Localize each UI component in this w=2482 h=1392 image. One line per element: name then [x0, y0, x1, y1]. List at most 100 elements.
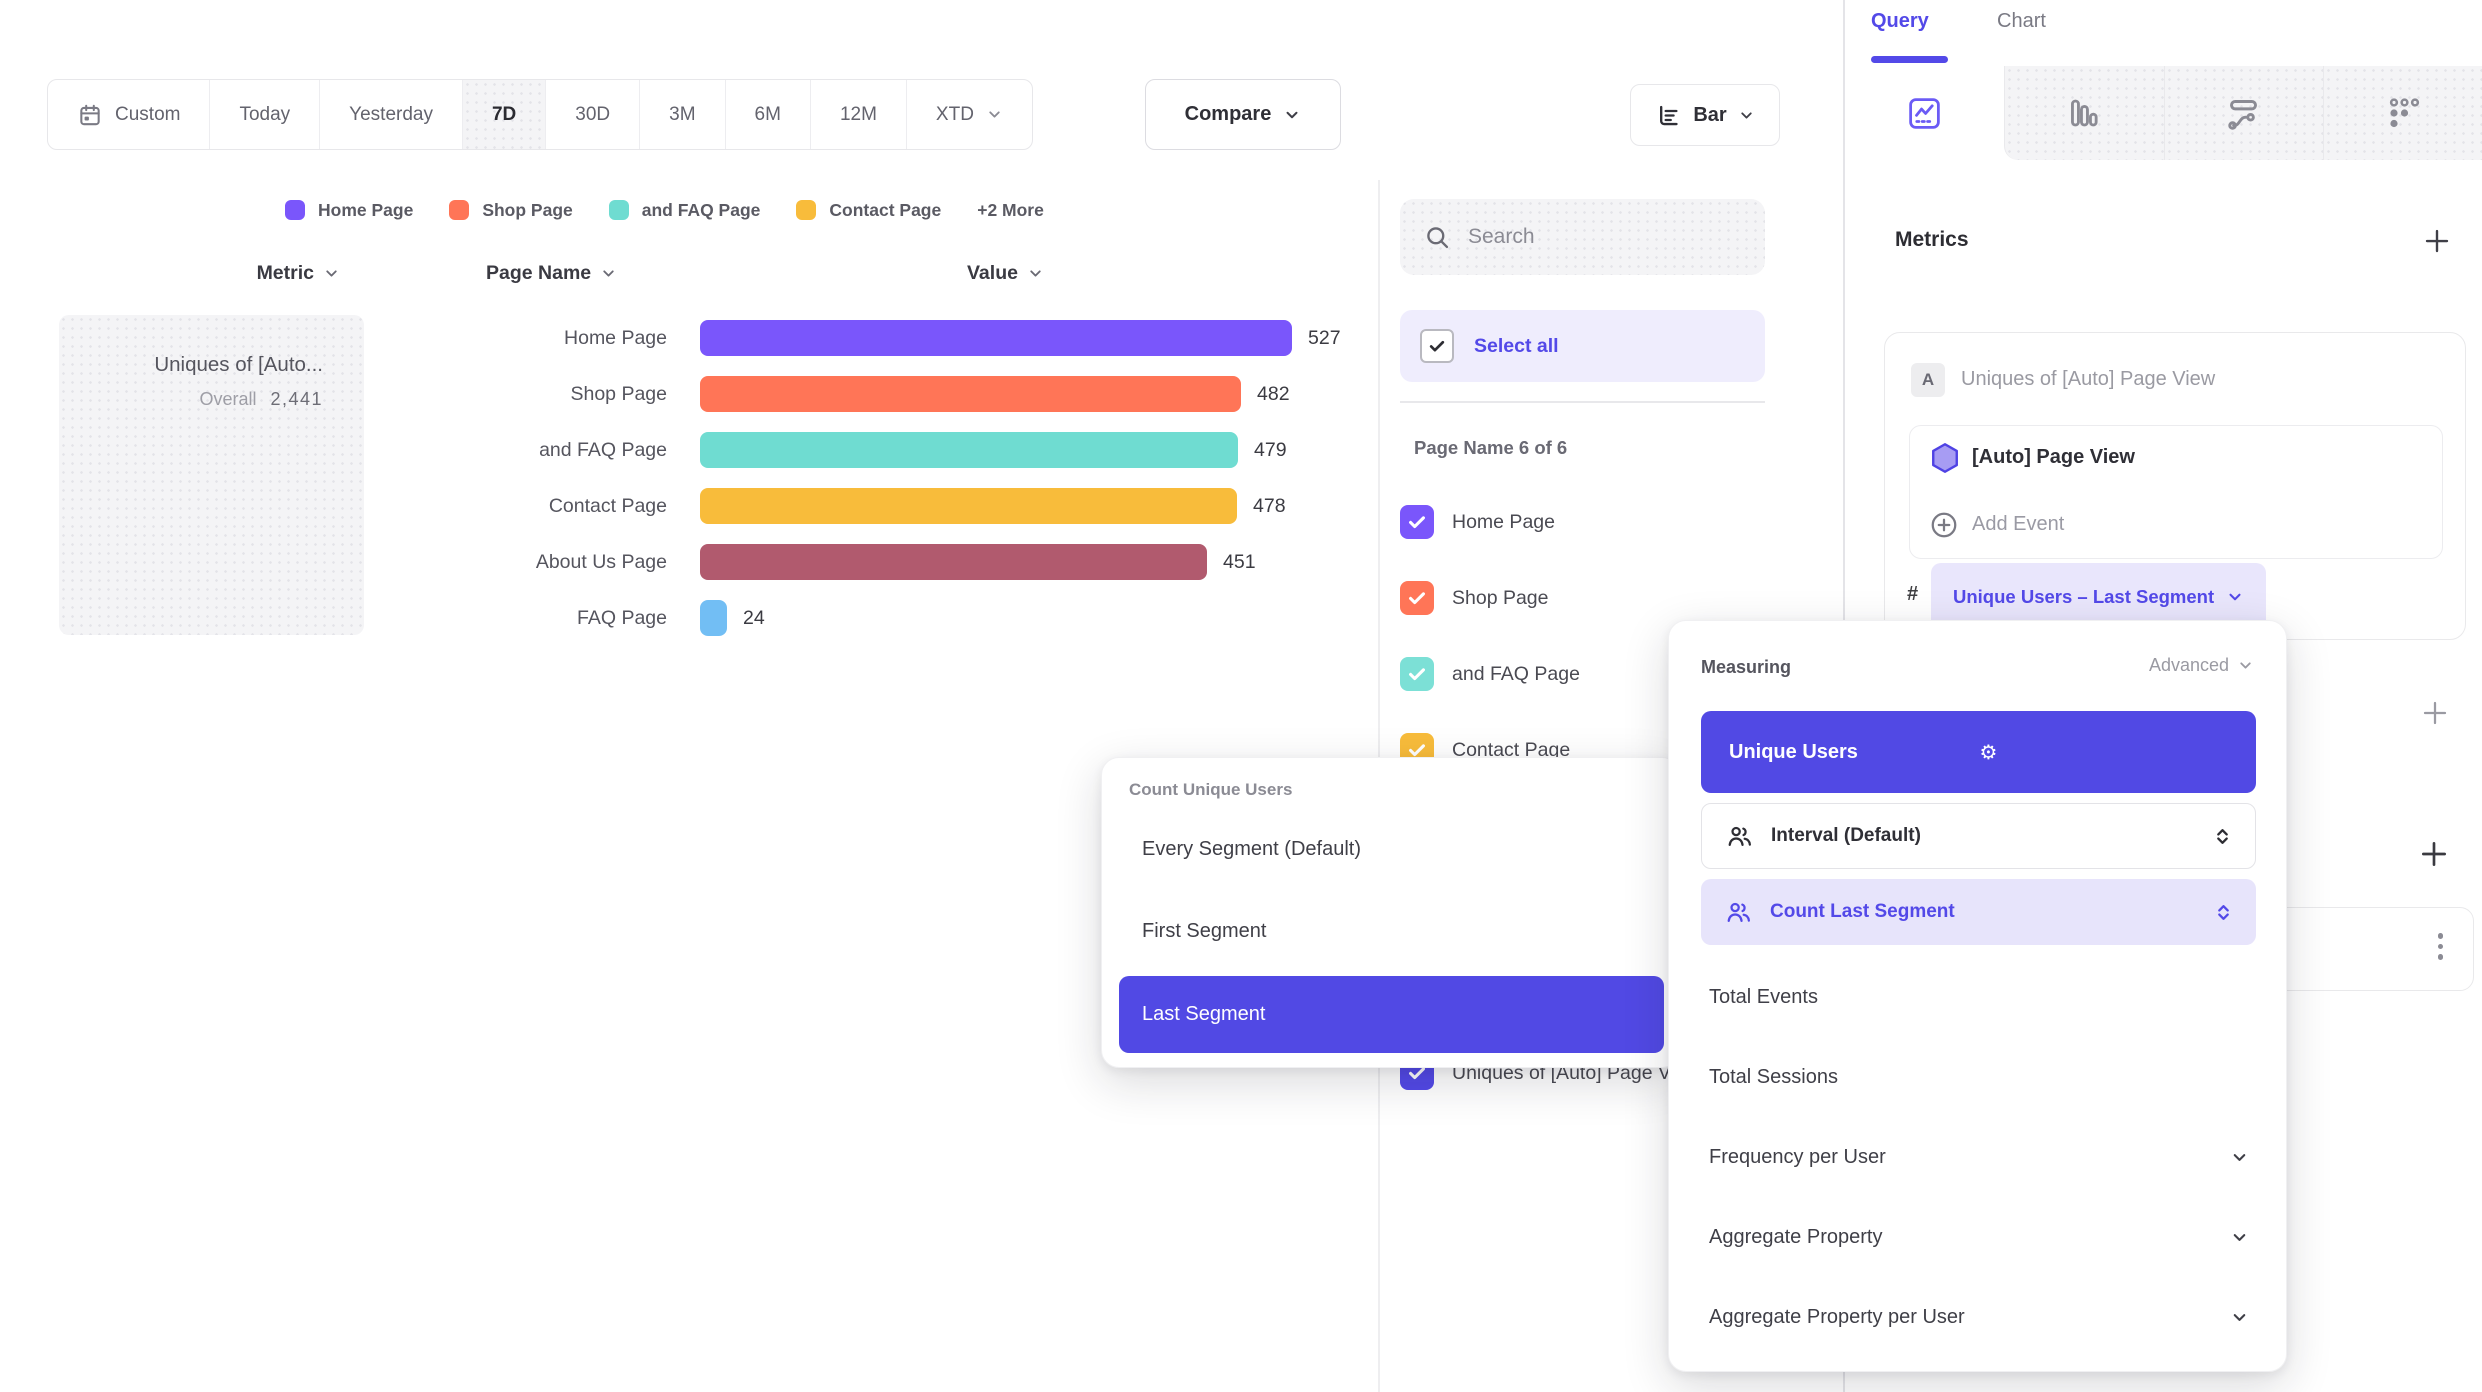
measuring-menu-item[interactable]: Total Sessions	[1709, 1066, 2249, 1089]
bar-segment[interactable]	[700, 488, 1237, 524]
date-range-6m[interactable]: 6M	[726, 80, 811, 149]
legend-item[interactable]: Contact Page	[796, 200, 941, 221]
date-range-label: 12M	[839, 103, 877, 125]
segment-checkbox-row[interactable]: Shop Page	[1400, 581, 1549, 615]
legend-swatch	[608, 200, 629, 220]
add-filter-button[interactable]	[2420, 698, 2450, 733]
bar-row-label: and FAQ Page	[539, 439, 667, 461]
funnels-icon	[2071, 99, 2098, 127]
metrics-section-title: Metrics	[1895, 228, 1969, 251]
chevron-down-icon	[2229, 593, 2241, 601]
checkbox-checked-icon[interactable]	[1400, 581, 1434, 615]
segment-section-label: Page Name 6 of 6	[1414, 437, 1568, 458]
tab-query[interactable]: Query	[1871, 10, 1929, 32]
compare-button[interactable]: Compare	[1145, 79, 1341, 150]
event-name[interactable]: [Auto] Page View	[1972, 446, 2135, 468]
count-menu-item[interactable]: First Segment	[1142, 920, 1267, 942]
checkbox-checked-icon[interactable]	[1400, 505, 1434, 539]
tab-chart[interactable]: Chart	[1997, 10, 2046, 32]
tab-funnels[interactable]	[2004, 66, 2164, 160]
search-input[interactable]: Search	[1400, 199, 1765, 275]
date-range-today[interactable]: Today	[210, 80, 321, 149]
plus-icon	[2423, 701, 2447, 725]
add-event-button[interactable]: Add Event	[1972, 513, 2065, 535]
chevron-down-icon	[989, 111, 1000, 118]
date-range-label: Today	[239, 103, 291, 125]
bar-segment[interactable]	[700, 600, 727, 636]
chevron-down-icon	[1286, 111, 1298, 118]
date-range-label: 6M	[754, 103, 781, 125]
date-range-yesterday[interactable]: Yesterday	[320, 80, 463, 149]
segment-checkbox-row[interactable]: Home Page	[1400, 505, 1555, 539]
date-range-3m[interactable]: 3M	[640, 80, 726, 149]
measuring-item-label: Aggregate Property	[1709, 1226, 1883, 1248]
date-range-30d[interactable]: 30D	[546, 80, 641, 149]
check-icon	[1409, 516, 1425, 529]
measurement-dropdown[interactable]: Unique Users – Last Segment	[1931, 563, 2267, 631]
check-icon	[1409, 592, 1425, 605]
chevron-down-icon	[2233, 1154, 2246, 1161]
metric-summary-card[interactable]: Uniques of [Auto... Overall 2,441	[59, 315, 364, 635]
measuring-item-label: Total Events	[1709, 986, 1818, 1008]
date-range-custom[interactable]: Custom	[48, 80, 211, 149]
segment-checkbox-row[interactable]: and FAQ Page	[1400, 657, 1580, 691]
stepper-icon	[2217, 828, 2228, 844]
gear-icon[interactable]: ⚙	[1979, 740, 1998, 764]
measuring-menu-item[interactable]: Frequency per User	[1709, 1146, 2249, 1169]
advanced-dropdown[interactable]: Advanced	[2149, 655, 2254, 676]
legend-more-button[interactable]: +2 More	[977, 199, 1044, 220]
column-header-metric[interactable]: Metric	[140, 262, 340, 285]
bar-value-label: 451	[1223, 551, 1256, 573]
bar-segment[interactable]	[700, 544, 1207, 580]
menu-item-unique-users[interactable]: Unique Users ⚙	[1701, 711, 2256, 793]
column-header-page-name[interactable]: Page Name	[486, 262, 617, 285]
tab-insights[interactable]	[1845, 66, 2005, 160]
date-range-xtd[interactable]: XTD	[907, 80, 1032, 149]
chevron-down-icon	[603, 270, 614, 277]
menu-item-interval[interactable]: Interval (Default)	[1701, 803, 2256, 869]
measuring-title: Measuring	[1701, 657, 1792, 677]
metric-summary-overall: Overall 2,441	[199, 389, 323, 409]
chart-type-select[interactable]: Bar	[1630, 84, 1780, 146]
legend-item[interactable]: Home Page	[285, 200, 413, 221]
report-type-tabs	[1845, 66, 2482, 160]
measuring-menu-item[interactable]: Aggregate Property per User	[1709, 1306, 2249, 1329]
kebab-menu-icon[interactable]	[2434, 929, 2448, 964]
add-metric-button[interactable]	[2422, 226, 2452, 261]
column-header-value[interactable]: Value	[967, 262, 1044, 285]
measuring-menu-item[interactable]: Aggregate Property	[1709, 1226, 2249, 1249]
event-selector-card: [Auto] Page View Add Event	[1909, 425, 2443, 559]
date-range-7d[interactable]: 7D	[462, 80, 547, 149]
date-range-group: Custom Today Yesterday 7D 30D 3M 6M 12M XTD	[47, 79, 1033, 150]
date-range-12m[interactable]: 12M	[811, 80, 907, 149]
add-breakdown-button[interactable]	[2418, 838, 2450, 875]
legend-swatch	[285, 200, 305, 220]
select-all-row[interactable]: Select all	[1400, 310, 1765, 382]
measurement-hash-prefix: #	[1907, 583, 1919, 605]
menu-item-count-last-segment[interactable]: Count Last Segment	[1701, 879, 2256, 945]
select-all-checkbox[interactable]	[1420, 329, 1454, 363]
legend-item[interactable]: and FAQ Page	[608, 200, 760, 221]
segment-label: Home Page	[1452, 510, 1555, 533]
legend-label: Shop Page	[482, 199, 573, 220]
bar-segment[interactable]	[700, 432, 1238, 468]
bar-segment[interactable]	[700, 376, 1241, 412]
date-range-label: 3M	[669, 103, 696, 125]
segment-label: Contact Page	[1452, 738, 1571, 761]
date-range-label: 7D	[491, 103, 517, 125]
bar-segment[interactable]	[700, 320, 1292, 356]
check-icon	[1409, 744, 1425, 757]
date-range-label: Yesterday	[349, 103, 433, 125]
checkbox-checked-icon[interactable]	[1400, 657, 1434, 691]
tab-flows[interactable]	[2163, 66, 2323, 160]
tab-retention[interactable]	[2322, 66, 2482, 160]
count-menu-item[interactable]: Every Segment (Default)	[1142, 838, 1361, 860]
check-icon	[1409, 1067, 1425, 1080]
legend-item[interactable]: Shop Page	[449, 199, 573, 221]
legend-label: Contact Page	[829, 199, 942, 220]
measuring-menu-item[interactable]: Total Events	[1709, 986, 2249, 1009]
segment-label: and FAQ Page	[1452, 662, 1580, 685]
count-menu-item-selected[interactable]: Last Segment	[1119, 976, 1664, 1053]
count-segment-menu: Count Unique Users Every Segment (Defaul…	[1101, 757, 1680, 1068]
